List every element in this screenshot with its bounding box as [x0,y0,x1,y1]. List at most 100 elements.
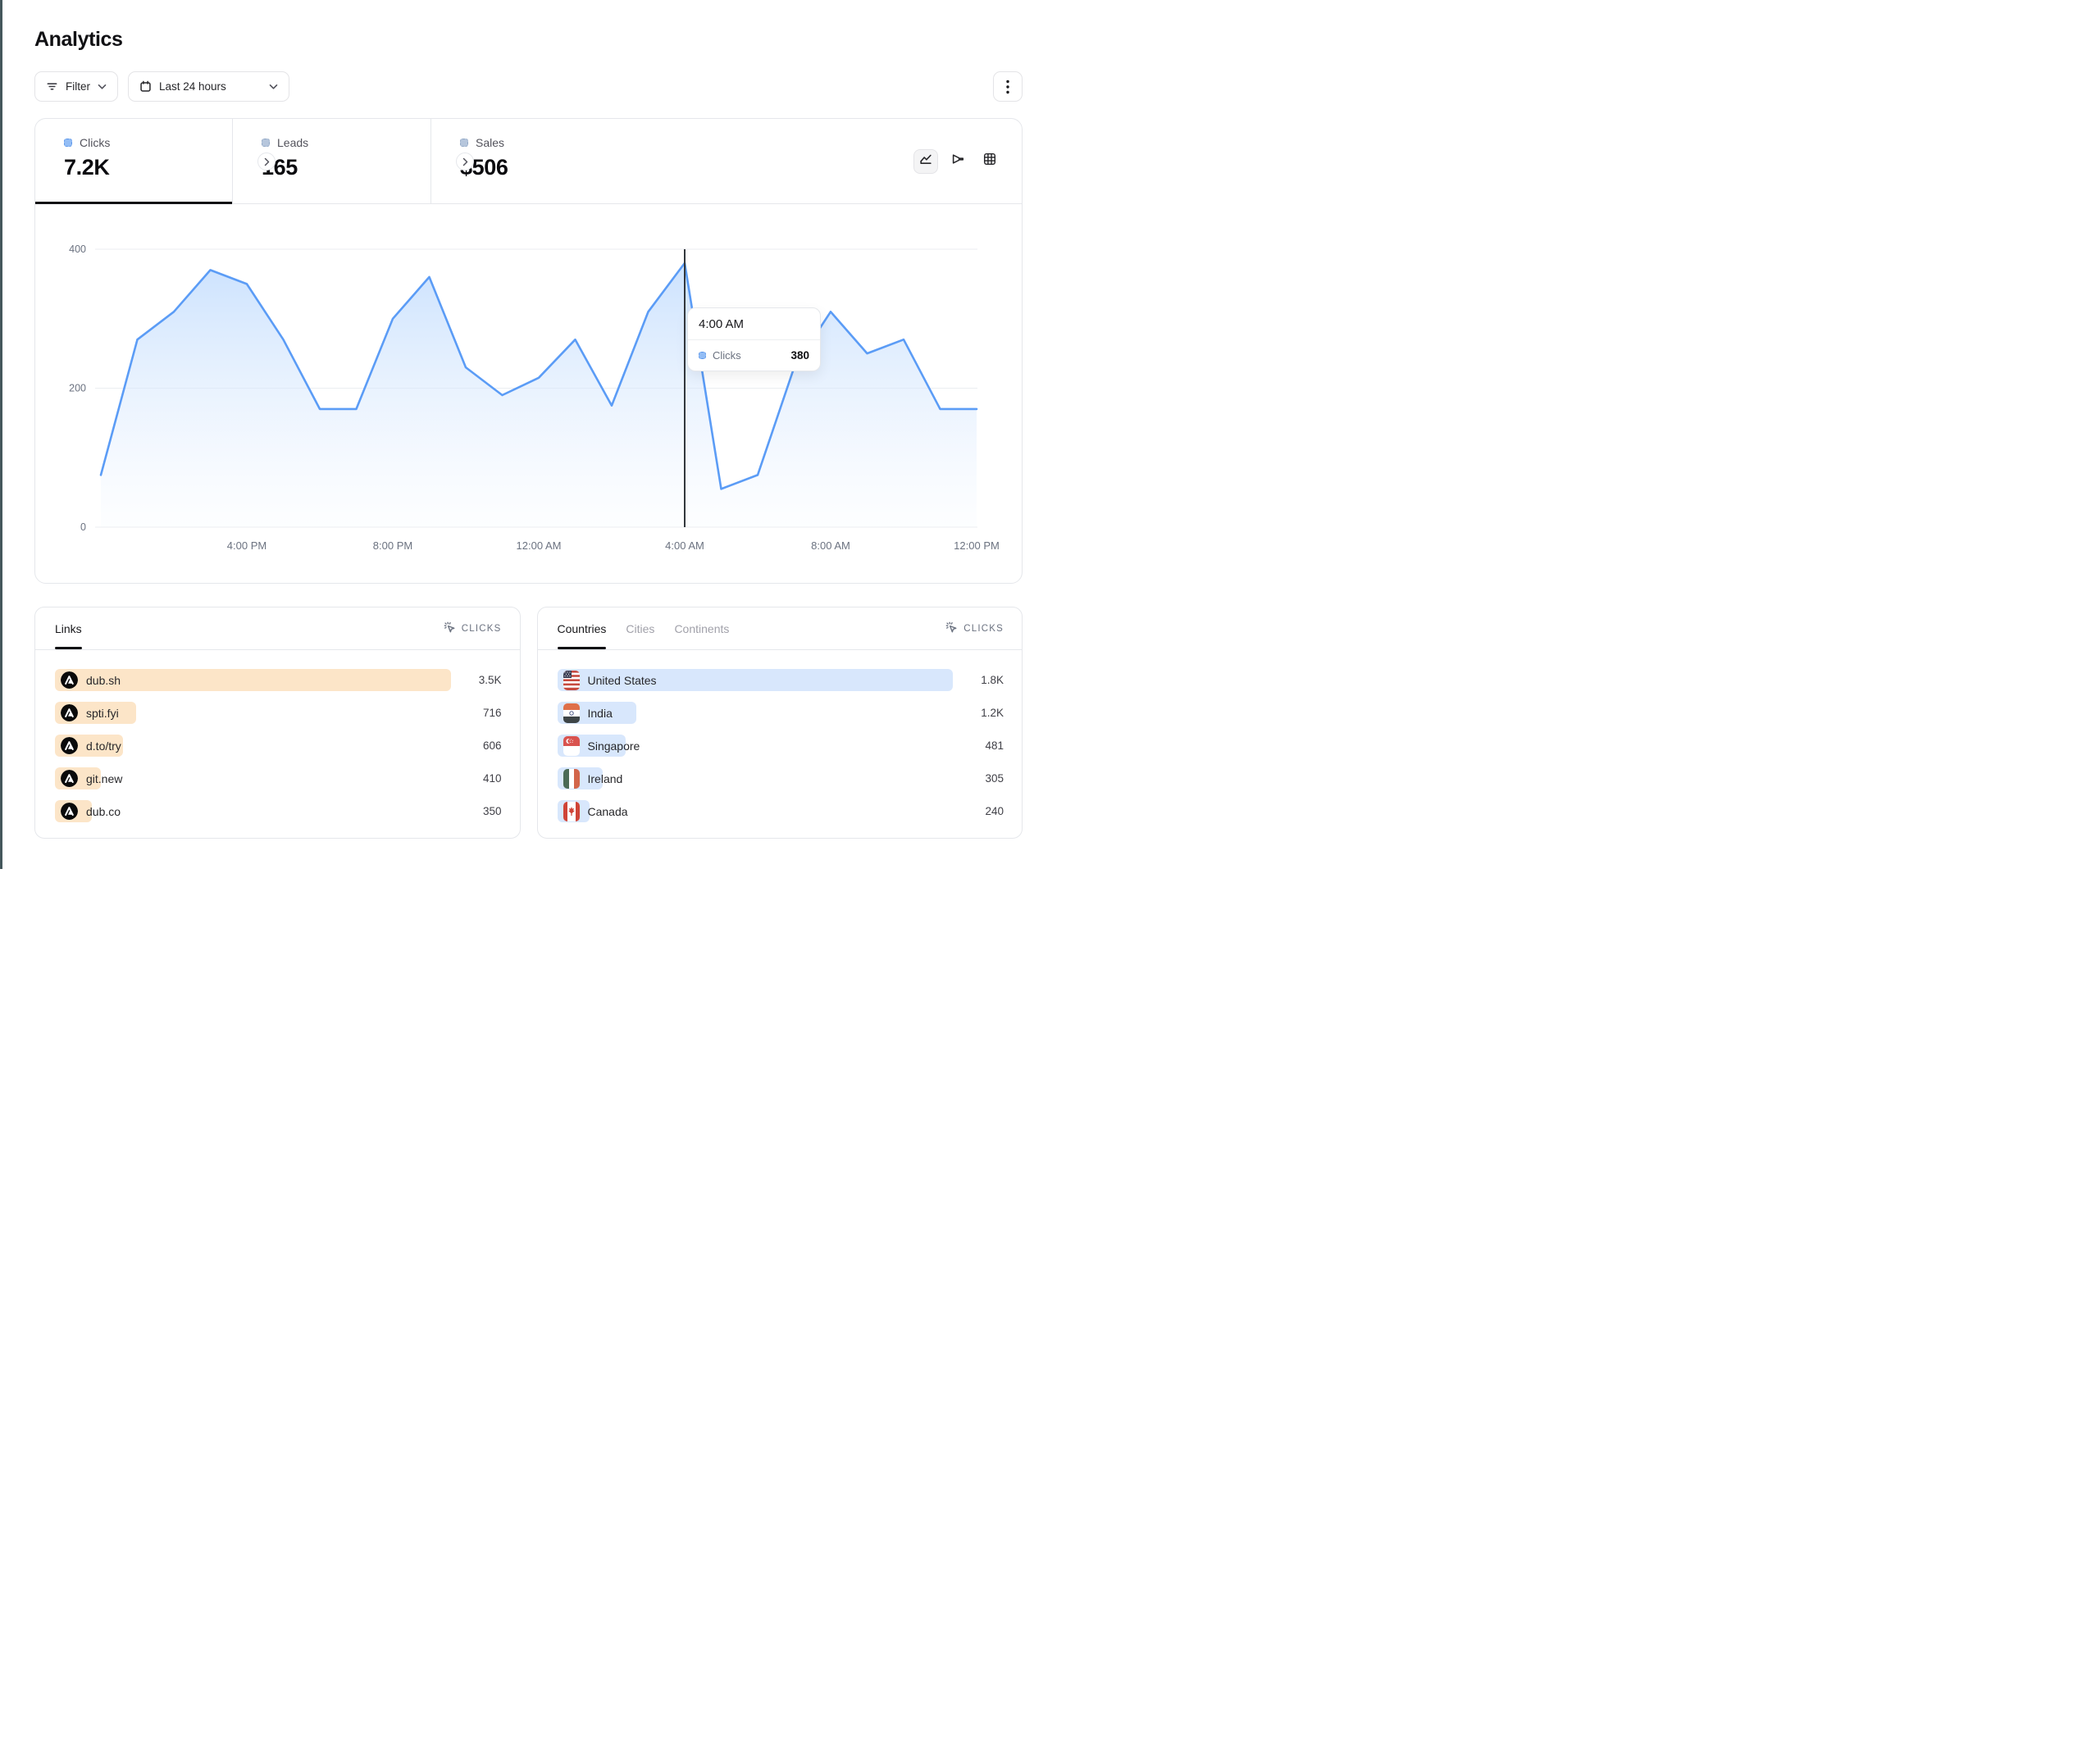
clicks-legend-swatch [64,139,72,147]
expand-sales-chevron[interactable] [456,152,474,171]
list-item[interactable]: United States 1.8K [557,669,1004,691]
funnel-view-button[interactable] [945,149,970,174]
line-chart-icon [918,152,933,171]
countries-metric-selector[interactable]: CLICKS [945,621,1004,636]
clicks-value: 7.2K [64,155,110,180]
cities-tab-label: Cities [626,622,655,635]
row-value: 240 [985,805,1004,817]
clicks-label: Clicks [80,136,111,149]
filter-icon [46,80,58,93]
x-axis-tick: 4:00 AM [665,539,704,552]
chevron-down-icon [98,84,107,90]
y-axis-tick: 0 [80,521,86,533]
row-label: United States [587,673,657,687]
date-range-button[interactable]: Last 24 hours [128,71,289,102]
chevron-down-icon [269,84,278,90]
flag-ca-icon [563,801,580,821]
dub-logo [61,671,78,689]
more-options-button[interactable] [993,71,1023,102]
tab-cities[interactable]: Cities [626,608,654,648]
row-label: Canada [587,804,628,818]
filter-button-label: Filter [66,80,90,93]
active-tab-underline [35,202,232,204]
links-tab-label: Links [55,622,82,635]
kebab-menu-icon [1006,80,1009,94]
countries-tab-label: Countries [557,622,607,635]
row-label: India [587,706,613,720]
window-edge-strip [0,0,2,869]
table-view-button[interactable] [977,149,1002,174]
analytics-page: Analytics Filter Last 24 hou [34,0,1023,839]
row-label: spti.fyi [86,706,119,720]
expand-leads-chevron[interactable] [257,152,276,171]
row-label: git.new [86,771,123,785]
countries-metric-label: CLICKS [963,623,1004,634]
row-label: dub.sh [86,673,121,687]
list-item[interactable]: dub.sh 3.5K [55,669,502,691]
tooltip-value: 380 [790,349,809,362]
tab-clicks[interactable]: Clicks 7.2K [35,119,232,204]
flag-us-icon [563,670,580,690]
list-item[interactable]: Canada 240 [557,800,1004,822]
tab-links[interactable]: Links [55,608,82,649]
dub-logo [61,803,78,820]
tooltip-time: 4:00 AM [688,308,820,340]
flag-in-icon [563,703,580,723]
row-value: 716 [482,707,502,719]
filter-button[interactable]: Filter [34,71,118,102]
x-axis-tick: 4:00 PM [227,539,266,552]
row-value: 1.8K [981,674,1004,686]
x-axis-tick: 8:00 AM [811,539,850,552]
sales-label: Sales [476,136,505,149]
x-axis-tick: 12:00 AM [517,539,562,552]
links-metric-label: CLICKS [461,623,502,634]
flag-ie-icon [563,768,580,789]
chart-tooltip: 4:00 AM Clicks 380 [687,307,821,371]
cursor-click-icon [945,621,958,636]
list-item[interactable]: Ireland 305 [557,767,1004,789]
row-value: 350 [482,805,502,817]
y-axis-tick: 400 [69,243,86,255]
analytics-chart-card: Clicks 7.2K Leads 165 Sales $506 [34,118,1023,584]
row-label: d.to/try [86,739,121,753]
list-item[interactable]: Singapore 481 [557,735,1004,757]
dub-logo [61,770,78,787]
y-axis-tick: 200 [69,383,86,394]
leads-label: Leads [277,136,309,149]
list-item[interactable]: git.new 410 [55,767,502,789]
list-item[interactable]: India 1.2K [557,702,1004,724]
tab-countries[interactable]: Countries [557,608,607,649]
page-title: Analytics [34,28,123,51]
table-grid-icon [982,152,997,171]
dub-logo [61,737,78,754]
list-item[interactable]: d.to/try 606 [55,735,502,757]
row-value: 481 [985,739,1004,752]
list-item[interactable]: spti.fyi 716 [55,702,502,724]
clicks-time-series-chart[interactable]: 0 200 400 4:00 PM 8:00 PM 12:00 AM 4:00 AM 8:0… [35,204,1022,583]
toolbar: Filter Last 24 hours [34,71,1023,102]
row-value: 606 [482,739,502,752]
sales-legend-swatch [460,139,468,147]
row-value: 1.2K [981,707,1004,719]
value-bar [557,669,953,691]
row-label: dub.co [86,804,121,818]
links-panel: Links CLICKS dub.sh 3.5K spti.fyi 716 d.to/t… [34,607,521,839]
x-axis-tick: 12:00 PM [954,539,1000,552]
flag-sg-icon [563,735,580,756]
funnel-icon [950,152,965,171]
dub-logo [61,704,78,721]
leads-value: 165 [262,155,298,180]
links-metric-selector[interactable]: CLICKS [444,621,502,636]
stat-tabs-row: Clicks 7.2K Leads 165 Sales $506 [35,119,1022,204]
chart-view-toggles [913,119,1022,203]
continents-tab-label: Continents [674,622,730,635]
tooltip-legend-swatch [699,352,706,359]
tab-continents[interactable]: Continents [674,608,729,648]
x-axis-tick: 8:00 PM [373,539,412,552]
date-range-label: Last 24 hours [159,80,226,93]
list-item[interactable]: dub.co 350 [55,800,502,822]
row-value: 410 [482,772,502,785]
line-chart-view-button[interactable] [913,148,938,174]
leads-legend-swatch [262,139,270,147]
countries-panel: Countries Cities Continents [536,607,1023,839]
